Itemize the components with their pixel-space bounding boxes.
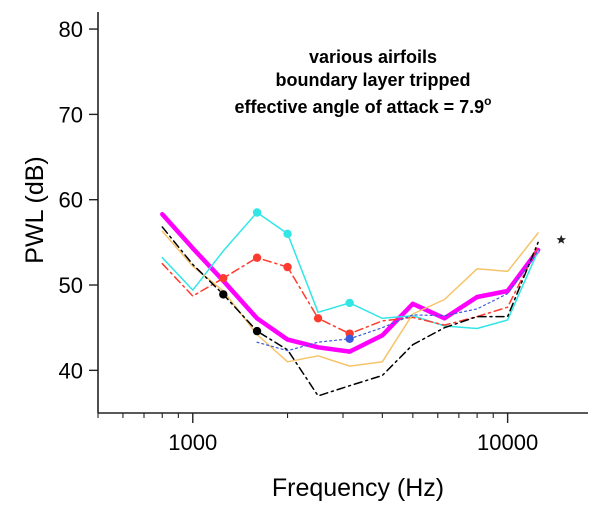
axes: 40 50 60 70 80 1000 10000 [59, 12, 588, 455]
series-line-6 [256, 250, 539, 352]
series-3-marker [283, 262, 292, 272]
series-2-marker [283, 229, 292, 239]
series-5-marker [252, 326, 262, 336]
x-axis-title: Frequency (Hz) [272, 474, 444, 502]
series-line-2 [161, 211, 539, 330]
series-5-marker [219, 290, 228, 299]
y-axis-title: PWL (dB) [21, 156, 49, 263]
series-2-marker [345, 298, 354, 308]
star-marker [556, 234, 566, 244]
annotation-line-3: effective angle of attack = 7.9o [235, 94, 492, 117]
annotation-line-3-text: effective angle of attack = 7.9 [235, 97, 485, 117]
y-tick-label: 60 [59, 188, 83, 213]
x-tick-label: 10000 [477, 430, 538, 455]
y-tick-label: 80 [59, 17, 83, 42]
y-tick-label: 40 [59, 358, 83, 383]
series-2-marker [252, 208, 262, 217]
series-3-marker [219, 273, 228, 283]
annotation-line-2: boundary layer tripped [275, 70, 470, 90]
series-line-5 [161, 226, 539, 397]
series-line-4 [161, 230, 539, 367]
series-3-marker [252, 253, 262, 262]
annotation-line-1: various airfoils [309, 47, 437, 67]
degree-symbol: o [484, 94, 491, 108]
series-6-marker [345, 334, 354, 343]
x-tick-label: 1000 [168, 430, 217, 455]
y-tick-label: 50 [59, 273, 83, 298]
plot-area [160, 208, 566, 397]
y-tick-label: 70 [59, 102, 83, 127]
series-3-marker [313, 314, 323, 323]
